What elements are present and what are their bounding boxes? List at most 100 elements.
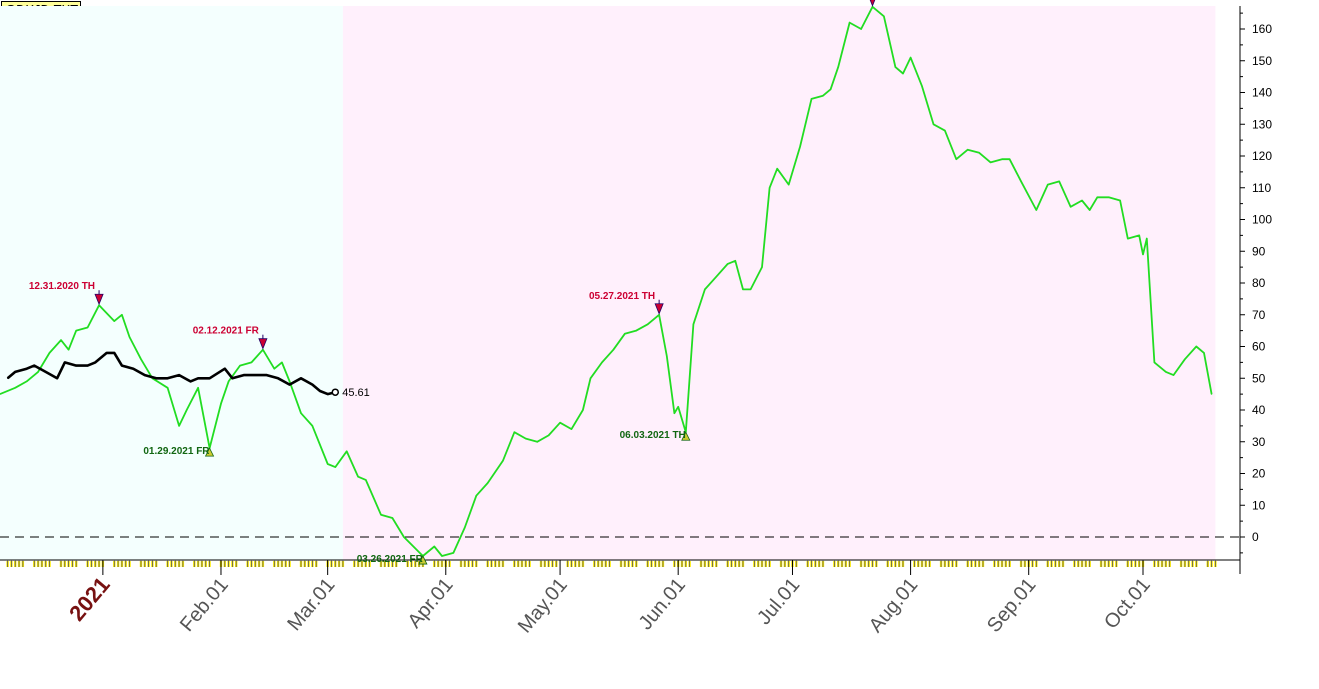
main-series-point	[692, 323, 695, 325]
overlay-series-point	[243, 374, 245, 376]
main-series-point	[902, 72, 904, 75]
main-series-point	[403, 536, 405, 538]
main-series-point	[883, 15, 885, 17]
overlay-series-point	[56, 377, 58, 379]
overlay-series-point	[327, 393, 329, 395]
y-tick-label: 130	[1252, 117, 1272, 131]
x-month-label: Feb.01	[176, 574, 233, 636]
main-series-point	[1089, 209, 1091, 211]
y-tick-label: 70	[1252, 308, 1266, 322]
main-series-point	[441, 555, 443, 557]
y-tick-label: 100	[1252, 213, 1272, 227]
x-month-label: Sep.01	[983, 574, 1041, 637]
y-tick-label: 80	[1252, 276, 1266, 290]
main-series-point	[1119, 199, 1121, 202]
main-series-point	[1108, 196, 1110, 198]
main-series-point	[288, 380, 291, 383]
y-tick-label: 20	[1252, 467, 1266, 481]
x-month-label: Jul.01	[753, 574, 804, 629]
trough-marker	[418, 555, 428, 565]
y-tick-label: 150	[1252, 54, 1272, 68]
main-series-point	[87, 326, 89, 329]
x-month-label: Jun.01	[635, 574, 690, 634]
main-series-point	[250, 361, 253, 363]
overlay-series-point	[14, 371, 16, 373]
main-series-point	[822, 95, 824, 97]
main-series-point	[624, 333, 626, 335]
main-series-point	[380, 514, 382, 516]
main-series-point	[799, 145, 801, 148]
main-series-point	[1146, 237, 1148, 240]
main-series-point	[559, 422, 561, 424]
main-series-point	[365, 479, 367, 481]
main-series-point	[1001, 158, 1003, 160]
trough-marker	[681, 431, 691, 441]
peak-label: 02.12.2021 FR	[193, 326, 260, 337]
main-series-point	[357, 476, 359, 478]
main-series-point	[788, 183, 790, 186]
x-month-label: Oct.01	[1100, 574, 1155, 633]
main-series-point	[715, 276, 717, 278]
trough-label: 06.03.2021 TH	[620, 430, 686, 441]
main-series-point	[113, 320, 115, 322]
main-series-point	[75, 330, 77, 332]
y-tick-label: 0	[1252, 530, 1259, 544]
overlay-series-point	[266, 374, 268, 376]
overlay-series-point	[87, 364, 89, 367]
main-series-point	[810, 98, 813, 100]
peak-label: 05.27.2021 TH	[589, 291, 655, 302]
main-series-point	[1203, 352, 1205, 354]
main-series-point	[769, 187, 771, 189]
overlay-series-point	[189, 380, 192, 383]
main-series-point	[452, 552, 454, 554]
main-series-point	[37, 371, 39, 373]
main-series-point	[742, 288, 744, 290]
overlay-series-point	[300, 377, 302, 379]
y-tick-label: 160	[1252, 22, 1272, 36]
main-series-point	[749, 288, 752, 290]
overlay-series-point	[94, 361, 96, 363]
overlay-end-marker	[331, 388, 340, 396]
main-series-point	[666, 355, 668, 357]
main-series-point	[1096, 196, 1098, 198]
main-series-point	[0, 393, 1, 395]
main-series-point	[346, 450, 348, 452]
trough-label: 03.26.2021 FR	[357, 554, 424, 565]
overlay-series-point	[7, 377, 9, 379]
overlay-series-point	[33, 364, 35, 367]
y-tick-label: 50	[1252, 371, 1266, 385]
main-series-point	[273, 368, 275, 370]
main-series-point	[944, 130, 946, 132]
overlay-series-point	[224, 368, 226, 370]
main-series-point	[978, 152, 980, 154]
peak-marker	[869, 0, 876, 7]
overlay-series-point	[121, 364, 123, 367]
background-region-1	[342, 6, 1216, 560]
main-series-point	[1210, 393, 1213, 395]
main-series-point	[635, 330, 637, 332]
main-series-point	[1127, 237, 1129, 240]
main-series-point	[727, 263, 729, 265]
main-series-point	[1138, 234, 1140, 236]
x-month-label: May.01	[514, 574, 572, 637]
overlay-series-point	[178, 374, 180, 376]
trough-marker	[204, 447, 215, 457]
main-series-point	[239, 364, 241, 367]
overlay-series-point	[106, 352, 108, 354]
main-series-point	[26, 380, 28, 383]
main-series-point	[601, 361, 603, 363]
main-series-point	[167, 387, 169, 389]
overlay-series-point	[208, 377, 211, 379]
x-year-label: 2021	[64, 572, 115, 626]
main-series-point	[677, 406, 679, 408]
main-series-point	[990, 161, 992, 163]
main-series-point	[502, 460, 504, 462]
main-series-point	[121, 314, 123, 316]
main-series-point	[570, 428, 573, 430]
peak-label: 12.31.2020 TH	[29, 281, 95, 292]
main-series-point	[647, 323, 649, 325]
overlay-series-point	[26, 368, 28, 370]
main-series-point	[894, 66, 896, 68]
overlay-series-point	[197, 377, 199, 379]
